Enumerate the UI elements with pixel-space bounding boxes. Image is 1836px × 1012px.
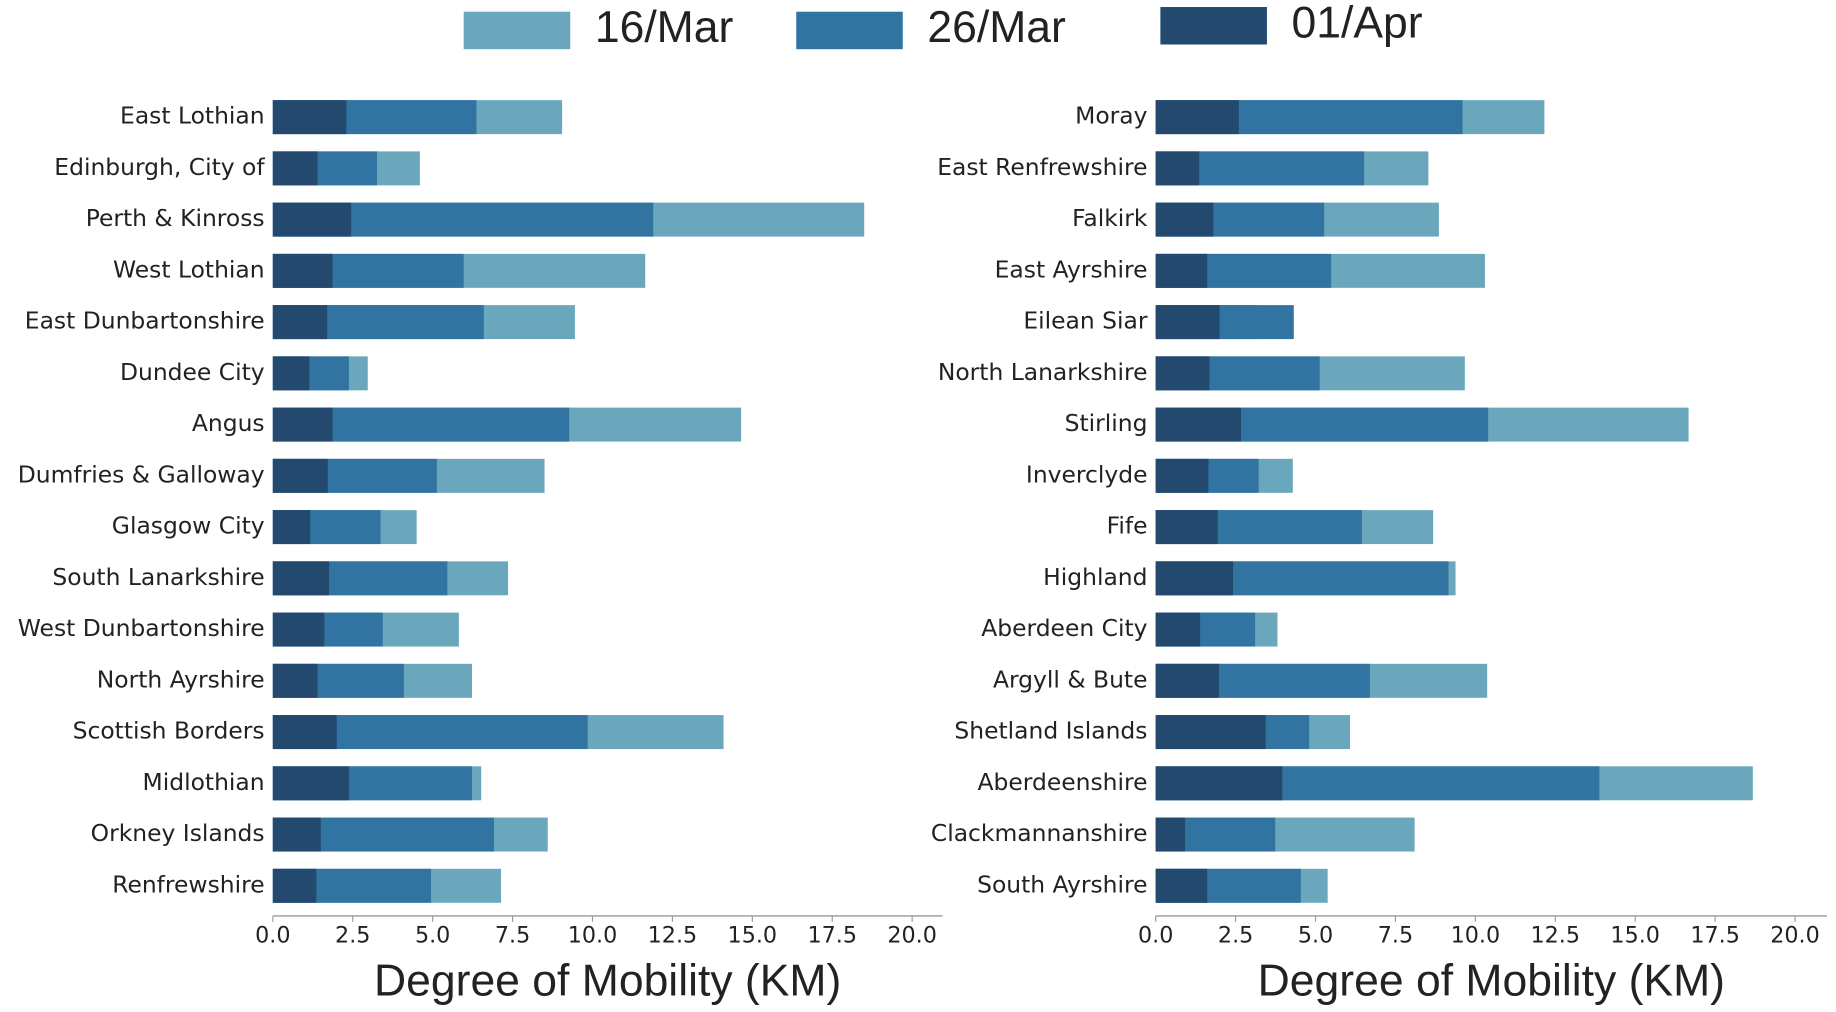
category-label: North Lanarkshire [938, 358, 1148, 386]
bar [272, 766, 349, 801]
category-label: Eilean Siar [1023, 307, 1147, 335]
x-tick-label: 15.0 [1610, 922, 1660, 948]
category-label: Aberdeenshire [978, 768, 1148, 796]
legend-swatch [463, 11, 571, 50]
x-tick-label: 2.5 [335, 922, 370, 948]
legend-swatch [796, 11, 903, 50]
bar [272, 202, 352, 237]
bar [1155, 868, 1208, 903]
bar [1155, 407, 1242, 442]
x-axis-label: Degree of Mobility (KM) [1258, 957, 1725, 1006]
category-label: Dundee City [120, 358, 265, 386]
category-label: Angus [192, 409, 265, 437]
bar [272, 868, 317, 903]
x-tick-label: 0.0 [255, 922, 290, 948]
bar [272, 715, 337, 750]
category-label: Orkney Islands [91, 819, 265, 847]
x-tick-label: 2.5 [1218, 922, 1253, 948]
x-tick-label: 12.5 [648, 922, 698, 948]
category-label: West Lothian [113, 255, 265, 283]
bar [1155, 253, 1208, 288]
bar [1155, 766, 1283, 801]
x-tick-label: 15.0 [728, 922, 778, 948]
bar [272, 100, 347, 135]
x-tick-label: 12.5 [1531, 922, 1581, 948]
bar [272, 458, 328, 493]
category-label: Stirling [1065, 409, 1148, 437]
bar [272, 612, 325, 647]
category-label: Moray [1075, 102, 1147, 130]
category-label: Renfrewshire [112, 870, 264, 898]
category-label: South Lanarkshire [52, 563, 264, 591]
legend-label: 01/Apr [1292, 0, 1423, 48]
bar [1155, 715, 1266, 750]
bar [1155, 305, 1220, 340]
bar [1155, 663, 1219, 698]
x-tick-label: 5.0 [1298, 922, 1333, 948]
x-axis-label: Degree of Mobility (KM) [374, 957, 841, 1006]
category-label: East Renfrewshire [937, 153, 1147, 181]
category-label: Falkirk [1072, 204, 1148, 232]
category-label: Edinburgh, City of [54, 153, 265, 181]
x-tick-label: 7.5 [1378, 922, 1413, 948]
category-label: Fife [1107, 512, 1148, 540]
legend-label: 26/Mar [927, 3, 1066, 52]
category-label: North Ayrshire [97, 665, 265, 693]
category-label: Inverclyde [1026, 460, 1148, 488]
x-tick-label: 5.0 [415, 922, 450, 948]
category-label: East Lothian [120, 102, 265, 130]
category-label: West Dunbartonshire [18, 614, 265, 642]
bar [272, 663, 318, 698]
bar [1155, 510, 1218, 545]
bar [1155, 356, 1210, 391]
category-label: East Dunbartonshire [25, 307, 265, 335]
bar [1155, 817, 1186, 852]
category-label: Aberdeen City [981, 614, 1147, 642]
category-label: Clackmannanshire [931, 819, 1148, 847]
category-label: Midlothian [143, 768, 265, 796]
bar [1155, 151, 1200, 186]
legend-label: 16/Mar [595, 3, 734, 52]
category-label: Highland [1043, 563, 1147, 591]
bar [1155, 100, 1239, 135]
bar [272, 305, 328, 340]
bar [272, 510, 311, 545]
x-tick-label: 10.0 [1451, 922, 1501, 948]
x-tick-label: 10.0 [568, 922, 618, 948]
x-tick-label: 7.5 [495, 922, 530, 948]
bar [1155, 561, 1234, 596]
category-label: Glasgow City [112, 512, 265, 540]
x-tick-label: 17.5 [807, 922, 857, 948]
x-tick-label: 20.0 [1770, 922, 1820, 948]
legend-swatch [1160, 7, 1267, 45]
bar [272, 253, 333, 288]
bar [1155, 202, 1214, 237]
bar [1155, 612, 1201, 647]
bar [1155, 458, 1209, 493]
category-label: South Ayrshire [977, 870, 1147, 898]
category-label: Dumfries & Galloway [18, 460, 265, 488]
category-label: East Ayrshire [995, 255, 1148, 283]
bar [272, 407, 333, 442]
category-label: Argyll & Bute [993, 665, 1148, 693]
category-label: Perth & Kinross [86, 204, 265, 232]
bar [272, 561, 330, 596]
bar [272, 356, 310, 391]
x-tick-label: 20.0 [887, 922, 937, 948]
category-label: Scottish Borders [73, 717, 265, 745]
x-tick-label: 0.0 [1138, 922, 1173, 948]
category-label: Shetland Islands [954, 717, 1147, 745]
bar [272, 151, 318, 186]
x-tick-label: 17.5 [1690, 922, 1740, 948]
bar [272, 817, 321, 852]
